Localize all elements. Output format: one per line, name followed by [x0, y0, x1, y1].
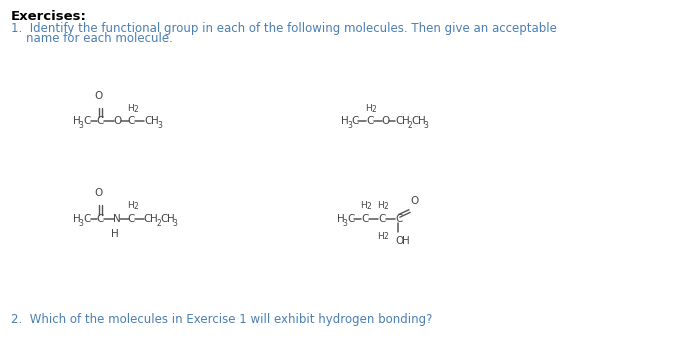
- Text: C: C: [395, 214, 403, 224]
- Text: C: C: [352, 116, 359, 126]
- Text: H: H: [402, 236, 410, 246]
- Text: H: H: [73, 116, 80, 126]
- Text: 2.  Which of the molecules in Exercise 1 will exhibit hydrogen bonding?: 2. Which of the molecules in Exercise 1 …: [11, 314, 432, 327]
- Text: C: C: [144, 116, 152, 126]
- Text: C: C: [96, 116, 104, 126]
- Text: C: C: [160, 214, 167, 224]
- Text: 2: 2: [384, 233, 388, 241]
- Text: 1.  Identify the functional group in each of the following molecules. Then give : 1. Identify the functional group in each…: [11, 22, 557, 35]
- Text: C: C: [83, 214, 90, 224]
- Text: O: O: [411, 196, 419, 206]
- Text: 2: 2: [367, 202, 372, 211]
- Text: N: N: [113, 214, 121, 224]
- Text: 2: 2: [134, 202, 138, 211]
- Text: O: O: [94, 188, 102, 198]
- Text: 3: 3: [347, 121, 352, 130]
- Text: H: H: [127, 201, 134, 210]
- Text: H: H: [378, 201, 384, 210]
- Text: H: H: [378, 232, 384, 240]
- Text: 3: 3: [424, 121, 428, 130]
- Text: C: C: [347, 214, 355, 224]
- Text: O: O: [113, 116, 121, 126]
- Text: H: H: [167, 214, 174, 224]
- Text: 2: 2: [156, 219, 161, 228]
- Text: 2: 2: [407, 121, 412, 130]
- Text: H: H: [127, 104, 134, 113]
- Text: C: C: [144, 214, 151, 224]
- Text: O: O: [395, 236, 403, 246]
- Text: H: H: [365, 104, 372, 113]
- Text: O: O: [381, 116, 389, 126]
- Text: H: H: [336, 214, 344, 224]
- Text: H: H: [341, 116, 349, 126]
- Text: 2: 2: [134, 105, 138, 114]
- Text: C: C: [96, 214, 104, 224]
- Text: C: C: [127, 214, 135, 224]
- Text: C: C: [395, 116, 403, 126]
- Text: H: H: [151, 116, 159, 126]
- Text: C: C: [366, 116, 374, 126]
- Text: H: H: [418, 116, 426, 126]
- Text: 3: 3: [78, 219, 83, 228]
- Text: C: C: [412, 116, 419, 126]
- Text: H: H: [402, 116, 410, 126]
- Text: H: H: [111, 228, 119, 239]
- Text: 2: 2: [384, 202, 388, 211]
- Text: C: C: [378, 214, 386, 224]
- Text: H: H: [73, 214, 80, 224]
- Text: O: O: [94, 91, 102, 101]
- Text: 3: 3: [157, 121, 162, 130]
- Text: H: H: [360, 201, 367, 210]
- Text: C: C: [361, 214, 369, 224]
- Text: H: H: [151, 214, 158, 224]
- Text: 3: 3: [172, 219, 177, 228]
- Text: 3: 3: [342, 219, 347, 228]
- Text: name for each molecule.: name for each molecule.: [11, 33, 173, 46]
- Text: 2: 2: [372, 105, 376, 114]
- Text: 3: 3: [78, 121, 83, 130]
- Text: C: C: [127, 116, 135, 126]
- Text: Exercises:: Exercises:: [11, 10, 87, 23]
- Text: C: C: [83, 116, 90, 126]
